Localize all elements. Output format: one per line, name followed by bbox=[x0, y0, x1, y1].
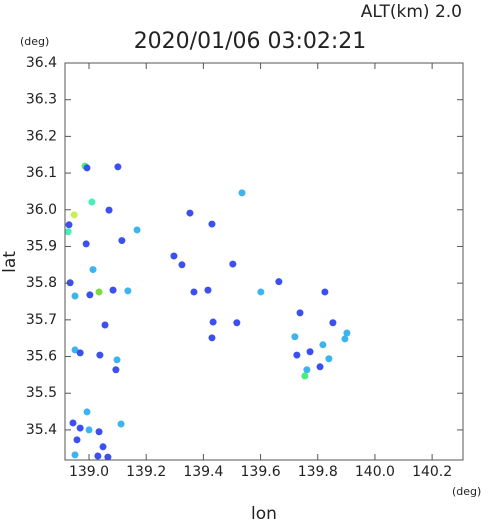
x-tick-label: 140.2 bbox=[412, 464, 452, 480]
echo-point bbox=[178, 261, 186, 269]
echo-point bbox=[186, 209, 194, 217]
echo-point bbox=[85, 426, 93, 434]
echo-point bbox=[65, 221, 73, 229]
echo-point bbox=[190, 288, 198, 296]
echo-point bbox=[99, 443, 107, 451]
echo-point bbox=[133, 226, 141, 234]
y-tick-label: 35.6 bbox=[26, 349, 57, 365]
x-tick-label: 139.0 bbox=[69, 464, 109, 480]
echo-point bbox=[95, 288, 103, 296]
echo-point bbox=[82, 240, 90, 248]
x-tick-label: 139.4 bbox=[183, 464, 223, 480]
echo-point bbox=[118, 237, 126, 245]
echo-layer bbox=[65, 162, 351, 460]
echo-point bbox=[101, 321, 109, 329]
y-tick-label: 36.0 bbox=[26, 202, 57, 218]
chart-title: 2020/01/06 03:02:21 bbox=[134, 29, 367, 54]
echo-point bbox=[117, 420, 125, 428]
echo-point bbox=[341, 335, 349, 343]
echo-point bbox=[319, 341, 327, 349]
echo-point bbox=[238, 189, 246, 197]
echo-point bbox=[229, 260, 237, 268]
echo-point bbox=[71, 346, 79, 354]
y-tick-label: 36.3 bbox=[26, 92, 57, 108]
x-tick-label: 140.0 bbox=[355, 464, 395, 480]
y-tick-label: 35.4 bbox=[26, 422, 57, 438]
echo-point bbox=[88, 198, 96, 206]
echo-point bbox=[275, 278, 283, 286]
echo-point bbox=[209, 318, 217, 326]
echo-point bbox=[109, 286, 117, 294]
echo-point bbox=[291, 333, 299, 341]
echo-point bbox=[321, 288, 329, 296]
echo-point bbox=[94, 452, 102, 460]
y-tick-label: 35.5 bbox=[26, 385, 57, 401]
y-tick-label: 36.1 bbox=[26, 165, 57, 181]
echo-point bbox=[86, 291, 94, 299]
x-tick-label: 139.2 bbox=[126, 464, 166, 480]
echo-point bbox=[83, 164, 91, 172]
echo-point bbox=[257, 288, 265, 296]
echo-point bbox=[83, 408, 91, 416]
echo-point bbox=[208, 220, 216, 228]
echo-point bbox=[233, 319, 241, 327]
echo-point bbox=[293, 351, 301, 359]
x-tick-label: 139.6 bbox=[241, 464, 281, 480]
echo-point bbox=[65, 228, 72, 236]
echo-point bbox=[124, 287, 132, 295]
echo-point bbox=[95, 428, 103, 436]
echo-point bbox=[70, 211, 78, 219]
echo-point bbox=[208, 334, 216, 342]
y-tick-label: 35.7 bbox=[26, 312, 57, 328]
echo-point bbox=[325, 355, 333, 363]
echo-point bbox=[96, 351, 104, 359]
y-unit: (deg) bbox=[20, 35, 49, 48]
echo-point bbox=[71, 292, 79, 300]
echo-point bbox=[204, 286, 212, 294]
echo-point bbox=[114, 163, 122, 171]
echo-point bbox=[306, 348, 314, 356]
echo-point bbox=[329, 319, 337, 327]
echo-point bbox=[76, 424, 84, 432]
x-tick-label: 139.8 bbox=[298, 464, 338, 480]
y-tick-label: 36.4 bbox=[26, 55, 57, 71]
altitude-label: ALT(km) 2.0 bbox=[361, 2, 462, 22]
echo-point bbox=[303, 366, 311, 374]
echo-point bbox=[76, 349, 84, 357]
echo-point bbox=[104, 453, 112, 460]
echo-point bbox=[69, 419, 77, 427]
y-tick-label: 35.9 bbox=[26, 238, 57, 254]
echo-point bbox=[343, 329, 351, 337]
x-unit: (deg) bbox=[452, 485, 481, 498]
echo-point bbox=[316, 363, 324, 371]
echo-point bbox=[170, 252, 178, 260]
echo-point bbox=[89, 266, 97, 274]
x-axis-label: lon bbox=[251, 504, 277, 521]
echo-point bbox=[296, 309, 304, 317]
y-tick-label: 35.8 bbox=[26, 275, 57, 291]
y-axis-label: lat bbox=[0, 251, 20, 273]
echo-point bbox=[105, 206, 113, 214]
echo-point bbox=[112, 366, 120, 374]
echo-point bbox=[71, 451, 79, 459]
echo-point bbox=[113, 356, 121, 364]
echo-point bbox=[301, 372, 309, 380]
y-tick-label: 36.2 bbox=[26, 128, 57, 144]
echo-point bbox=[73, 436, 81, 444]
plot-frame bbox=[64, 62, 464, 461]
